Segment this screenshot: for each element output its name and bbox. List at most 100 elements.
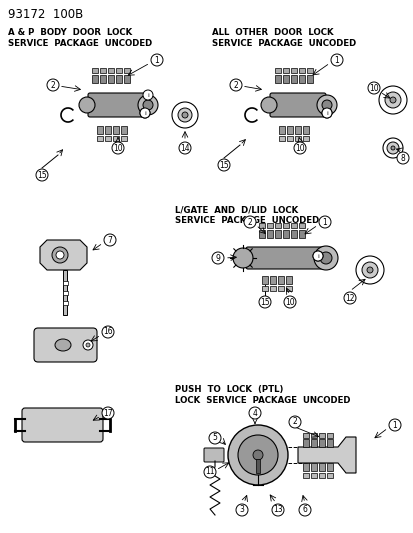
- Circle shape: [248, 407, 260, 419]
- FancyBboxPatch shape: [302, 136, 308, 141]
- Circle shape: [178, 108, 192, 122]
- Circle shape: [298, 504, 310, 516]
- Text: 11: 11: [205, 467, 214, 477]
- FancyBboxPatch shape: [278, 126, 284, 134]
- FancyBboxPatch shape: [92, 75, 98, 83]
- FancyBboxPatch shape: [282, 75, 288, 83]
- Circle shape: [252, 450, 262, 460]
- Circle shape: [86, 343, 90, 347]
- Text: L/GATE  AND  D/LID  LOCK: L/GATE AND D/LID LOCK: [175, 205, 297, 214]
- Circle shape: [235, 504, 247, 516]
- Text: 10: 10: [285, 297, 294, 306]
- FancyBboxPatch shape: [286, 136, 292, 141]
- Circle shape: [233, 248, 252, 268]
- FancyBboxPatch shape: [326, 463, 332, 471]
- Text: 9: 9: [215, 254, 220, 262]
- FancyBboxPatch shape: [105, 126, 111, 134]
- FancyBboxPatch shape: [266, 223, 272, 228]
- FancyBboxPatch shape: [63, 301, 68, 305]
- FancyBboxPatch shape: [302, 126, 308, 134]
- Circle shape: [243, 216, 255, 228]
- Circle shape: [182, 112, 188, 118]
- Ellipse shape: [55, 339, 71, 351]
- FancyBboxPatch shape: [261, 286, 267, 291]
- Text: 2: 2: [50, 80, 55, 90]
- FancyBboxPatch shape: [105, 136, 111, 141]
- Circle shape: [56, 251, 64, 259]
- FancyBboxPatch shape: [298, 223, 304, 228]
- Circle shape: [151, 54, 163, 66]
- Circle shape: [209, 432, 221, 444]
- FancyBboxPatch shape: [294, 136, 300, 141]
- FancyBboxPatch shape: [121, 136, 127, 141]
- FancyBboxPatch shape: [124, 68, 130, 73]
- Circle shape: [386, 142, 398, 154]
- Circle shape: [319, 252, 331, 264]
- FancyBboxPatch shape: [298, 68, 304, 73]
- Circle shape: [288, 416, 300, 428]
- Circle shape: [142, 100, 153, 110]
- Circle shape: [83, 340, 93, 350]
- Circle shape: [228, 425, 287, 485]
- Text: 8: 8: [400, 154, 404, 163]
- FancyBboxPatch shape: [204, 448, 223, 462]
- FancyBboxPatch shape: [326, 439, 332, 447]
- Circle shape: [218, 159, 230, 171]
- FancyBboxPatch shape: [97, 136, 103, 141]
- FancyBboxPatch shape: [302, 433, 308, 438]
- Circle shape: [104, 234, 116, 246]
- Circle shape: [237, 435, 277, 475]
- FancyBboxPatch shape: [124, 75, 130, 83]
- Text: 2: 2: [233, 80, 238, 90]
- FancyBboxPatch shape: [108, 68, 114, 73]
- Text: LOCK  SERVICE  PACKAGE  UNCODED: LOCK SERVICE PACKAGE UNCODED: [175, 396, 350, 405]
- Text: 2: 2: [247, 217, 252, 227]
- Circle shape: [140, 108, 150, 118]
- FancyBboxPatch shape: [310, 463, 316, 471]
- Circle shape: [313, 246, 337, 270]
- Circle shape: [361, 262, 377, 278]
- FancyBboxPatch shape: [63, 281, 68, 285]
- Text: ALL  OTHER  DOOR  LOCK: ALL OTHER DOOR LOCK: [211, 28, 333, 37]
- FancyBboxPatch shape: [326, 473, 332, 478]
- FancyBboxPatch shape: [116, 68, 122, 73]
- FancyBboxPatch shape: [259, 230, 264, 238]
- FancyBboxPatch shape: [266, 230, 272, 238]
- Circle shape: [271, 504, 283, 516]
- FancyBboxPatch shape: [261, 276, 267, 284]
- Circle shape: [47, 79, 59, 91]
- FancyBboxPatch shape: [294, 126, 300, 134]
- Circle shape: [312, 251, 322, 261]
- FancyBboxPatch shape: [302, 463, 308, 471]
- Text: 14: 14: [180, 143, 189, 152]
- FancyBboxPatch shape: [100, 75, 106, 83]
- Circle shape: [138, 95, 158, 115]
- Circle shape: [318, 216, 330, 228]
- FancyBboxPatch shape: [310, 433, 316, 438]
- Text: A & P  BODY  DOOR  LOCK: A & P BODY DOOR LOCK: [8, 28, 132, 37]
- FancyBboxPatch shape: [274, 223, 280, 228]
- Text: 7: 7: [107, 236, 112, 245]
- Circle shape: [390, 146, 394, 150]
- Circle shape: [178, 142, 190, 154]
- Text: 4: 4: [252, 408, 257, 417]
- FancyBboxPatch shape: [277, 276, 283, 284]
- Circle shape: [36, 169, 48, 181]
- FancyBboxPatch shape: [298, 75, 304, 83]
- FancyBboxPatch shape: [63, 291, 68, 295]
- Text: 1: 1: [334, 55, 339, 64]
- Circle shape: [367, 82, 379, 94]
- FancyBboxPatch shape: [34, 328, 97, 362]
- Circle shape: [230, 79, 242, 91]
- Circle shape: [389, 97, 395, 103]
- Text: 2: 2: [292, 417, 297, 426]
- Text: SERVICE  PACKAGE  UNCODED: SERVICE PACKAGE UNCODED: [8, 39, 152, 48]
- Text: SERVICE  PACKAGE  UNCODED: SERVICE PACKAGE UNCODED: [175, 216, 318, 225]
- FancyBboxPatch shape: [108, 75, 114, 83]
- FancyBboxPatch shape: [318, 473, 324, 478]
- FancyBboxPatch shape: [63, 270, 67, 315]
- FancyBboxPatch shape: [282, 223, 288, 228]
- Text: 10: 10: [113, 143, 123, 152]
- Text: 5: 5: [212, 433, 217, 442]
- Text: 1: 1: [322, 217, 327, 227]
